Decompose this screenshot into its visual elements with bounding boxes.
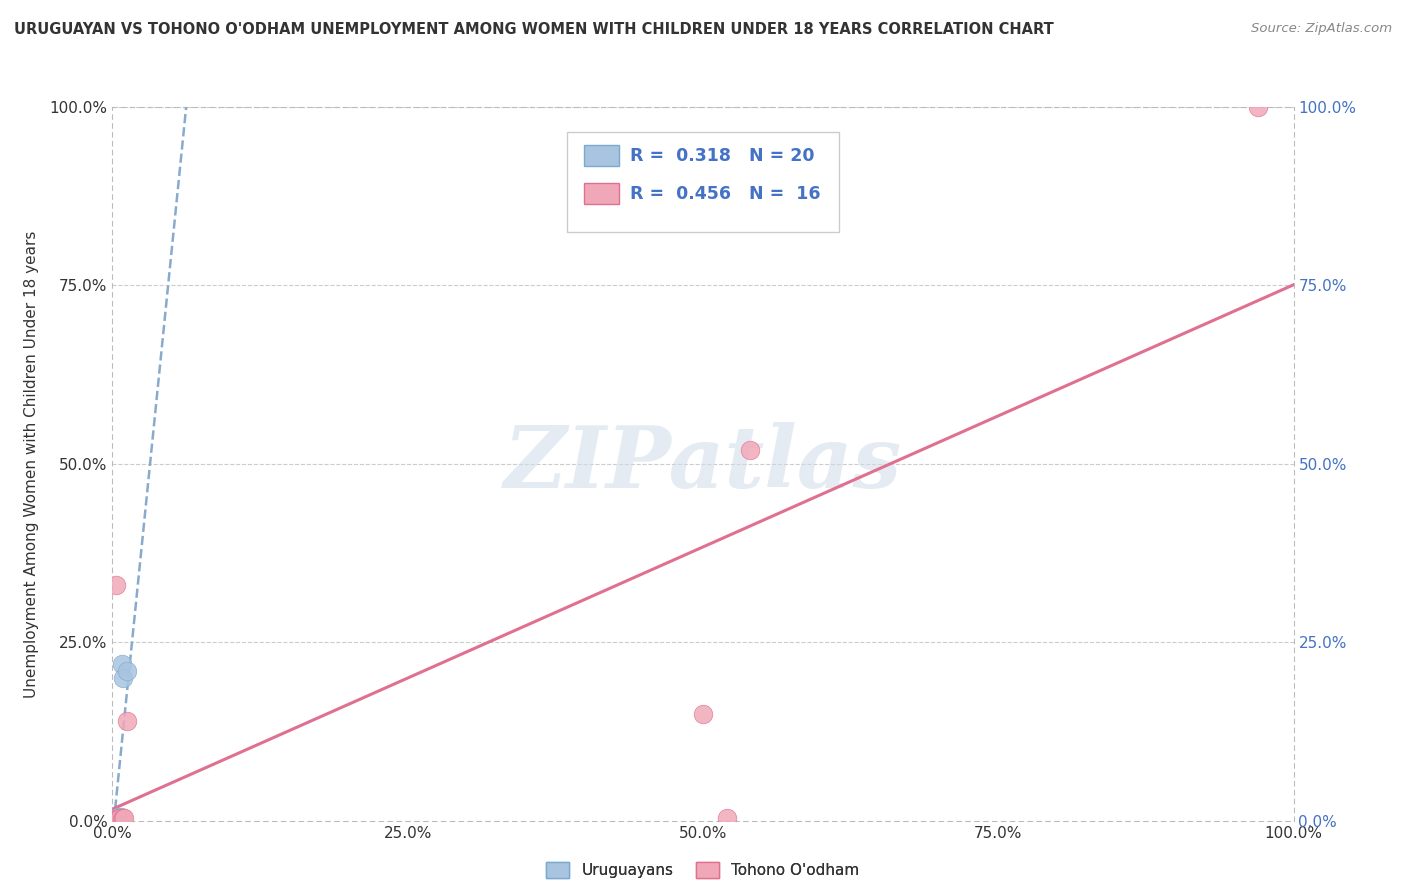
Legend: Uruguayans, Tohono O'odham: Uruguayans, Tohono O'odham bbox=[540, 856, 866, 884]
Point bbox=[1247, 100, 1270, 114]
Point bbox=[101, 814, 124, 828]
Point bbox=[101, 814, 124, 828]
Point bbox=[107, 812, 129, 826]
Point bbox=[111, 657, 134, 671]
FancyBboxPatch shape bbox=[567, 132, 839, 232]
Point bbox=[105, 812, 128, 826]
Point bbox=[101, 812, 124, 826]
Y-axis label: Unemployment Among Women with Children Under 18 years: Unemployment Among Women with Children U… bbox=[24, 230, 38, 698]
Point bbox=[107, 812, 129, 826]
Text: R =  0.456   N =  16: R = 0.456 N = 16 bbox=[630, 186, 820, 203]
Point bbox=[101, 814, 124, 828]
Point bbox=[104, 812, 127, 826]
Point bbox=[115, 714, 138, 728]
Point bbox=[112, 811, 135, 825]
Point bbox=[108, 812, 131, 826]
Point bbox=[115, 664, 138, 678]
Point bbox=[104, 814, 127, 828]
Point bbox=[101, 814, 124, 828]
FancyBboxPatch shape bbox=[583, 183, 619, 204]
Point bbox=[105, 578, 128, 592]
Point bbox=[111, 812, 134, 826]
Text: URUGUAYAN VS TOHONO O'ODHAM UNEMPLOYMENT AMONG WOMEN WITH CHILDREN UNDER 18 YEAR: URUGUAYAN VS TOHONO O'ODHAM UNEMPLOYMENT… bbox=[14, 22, 1054, 37]
Text: Source: ZipAtlas.com: Source: ZipAtlas.com bbox=[1251, 22, 1392, 36]
Point bbox=[101, 812, 124, 826]
FancyBboxPatch shape bbox=[583, 145, 619, 166]
Point bbox=[104, 814, 127, 828]
Point bbox=[101, 814, 124, 828]
Point bbox=[112, 812, 135, 826]
Point bbox=[105, 814, 128, 828]
Point bbox=[105, 811, 128, 825]
Point bbox=[108, 812, 131, 826]
Point bbox=[101, 814, 124, 828]
Text: R =  0.318   N = 20: R = 0.318 N = 20 bbox=[630, 146, 814, 164]
Point bbox=[107, 810, 129, 824]
Point bbox=[692, 706, 714, 721]
Point bbox=[112, 671, 135, 685]
Point bbox=[740, 442, 762, 457]
Point bbox=[101, 814, 124, 828]
Point bbox=[101, 812, 124, 826]
Point bbox=[110, 810, 132, 824]
Point bbox=[101, 814, 124, 828]
Text: ZIPatlas: ZIPatlas bbox=[503, 422, 903, 506]
Point bbox=[105, 812, 128, 826]
Point bbox=[716, 812, 738, 826]
